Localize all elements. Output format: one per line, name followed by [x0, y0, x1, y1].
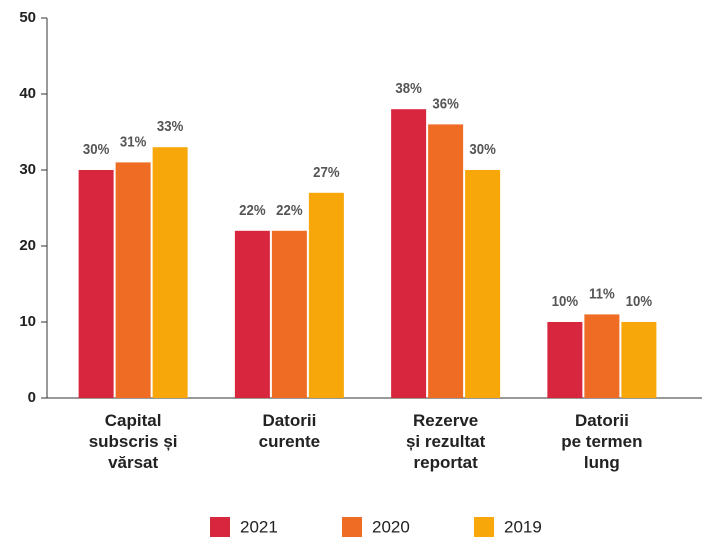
y-tick-label: 30: [19, 161, 36, 178]
bar: [152, 147, 188, 398]
value-label: 10%: [552, 292, 579, 309]
value-label: 27%: [313, 163, 340, 180]
value-label: 30%: [469, 140, 496, 157]
x-tick-label: Datorii curente: [259, 411, 320, 451]
value-label: 22%: [239, 201, 266, 218]
bar: [78, 170, 114, 398]
value-label: 10%: [626, 292, 653, 309]
y-tick-label: 40: [19, 85, 36, 102]
value-label: 30%: [83, 140, 110, 157]
bar: [308, 192, 344, 398]
legend-label: 2019: [504, 517, 542, 536]
value-label: 33%: [157, 117, 184, 134]
bar: [621, 322, 657, 398]
bar: [115, 162, 151, 398]
y-tick-label: 20: [19, 237, 36, 254]
bar: [465, 170, 501, 398]
legend-label: 2020: [372, 517, 410, 536]
x-tick-label: Capital subscris și vărsat: [89, 411, 178, 472]
legend-label: 2021: [240, 517, 278, 536]
bar: [547, 322, 583, 398]
value-label: 11%: [589, 285, 615, 302]
x-tick-label: Rezerve și rezultat reportat: [406, 411, 486, 472]
y-tick-label: 50: [19, 9, 36, 26]
y-tick-label: 0: [28, 389, 36, 406]
value-label: 22%: [276, 201, 303, 218]
bar: [584, 314, 620, 398]
value-label: 36%: [432, 95, 459, 112]
legend-swatch: [342, 517, 362, 537]
x-tick-label: Datorii pe termen lung: [561, 411, 642, 472]
legend-swatch: [474, 517, 494, 537]
bar: [391, 109, 427, 398]
legend-swatch: [210, 517, 230, 537]
value-label: 38%: [395, 79, 422, 96]
bar: [428, 124, 464, 399]
value-label: 31%: [120, 133, 147, 150]
bar: [271, 230, 307, 398]
y-tick-label: 10: [19, 313, 36, 330]
bar: [234, 230, 270, 398]
